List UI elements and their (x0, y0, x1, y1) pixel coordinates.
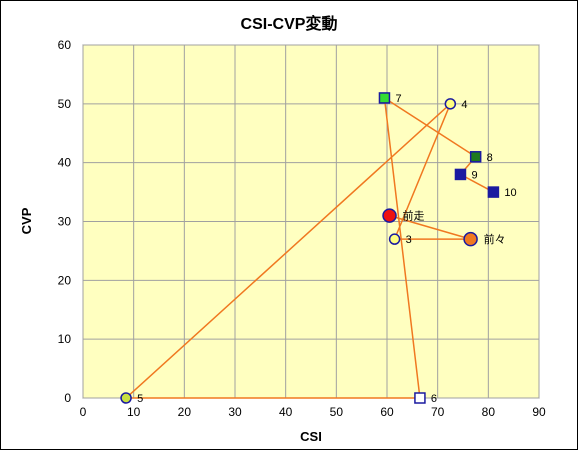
y-tick-label: 30 (58, 215, 72, 229)
x-tick-label: 20 (178, 405, 192, 419)
data-point-label: 前走 (403, 209, 425, 223)
series-path (124, 96, 494, 399)
data-point-label: 6 (431, 393, 437, 405)
y-tick-label: 0 (64, 391, 71, 405)
data-point-marker (469, 151, 482, 163)
data-point-marker (487, 186, 500, 198)
data-point-marker (454, 168, 467, 181)
y-tick-label: 10 (58, 332, 72, 346)
data-point-marker (444, 98, 457, 110)
data-point-label: 3 (406, 234, 412, 246)
data-point-label: 前々 (484, 232, 506, 246)
x-tick-label: 60 (380, 405, 394, 419)
data-point-marker (120, 392, 132, 404)
data-point-marker (463, 231, 478, 247)
y-tick-label: 60 (58, 38, 72, 52)
y-tick-labels: 0 10 20 30 40 50 60 (58, 38, 72, 405)
x-tick-label: 40 (279, 405, 293, 419)
data-point-label: 8 (487, 152, 493, 164)
data-point-marker (378, 92, 391, 104)
data-point-label: 4 (461, 99, 467, 111)
y-axis-label: CVP (19, 207, 34, 234)
x-tick-labels: 0 10 20 30 40 50 60 70 80 90 (80, 405, 546, 419)
x-tick-label: 0 (80, 405, 87, 419)
data-point-label: 7 (395, 93, 401, 105)
x-tick-label: 50 (330, 405, 344, 419)
x-tick-label: 80 (482, 405, 496, 419)
x-tick-label: 90 (532, 405, 546, 419)
grid-lines (82, 44, 540, 399)
data-point-marker (388, 233, 401, 245)
x-tick-label: 10 (127, 405, 141, 419)
data-point-label: 9 (471, 169, 477, 181)
chart-title: CSI-CVP変動 (241, 14, 338, 33)
data-point-label: 5 (137, 393, 143, 405)
y-tick-label: 20 (58, 273, 72, 287)
data-point-label: 10 (504, 187, 516, 199)
x-axis-label: CSI (300, 429, 322, 444)
data-point-marker (414, 392, 426, 404)
x-tick-label: 70 (431, 405, 445, 419)
data-markers (120, 92, 500, 404)
y-tick-label: 40 (58, 156, 72, 170)
y-tick-label: 50 (58, 97, 72, 111)
x-tick-label: 30 (228, 405, 242, 419)
data-point-marker (382, 208, 397, 223)
